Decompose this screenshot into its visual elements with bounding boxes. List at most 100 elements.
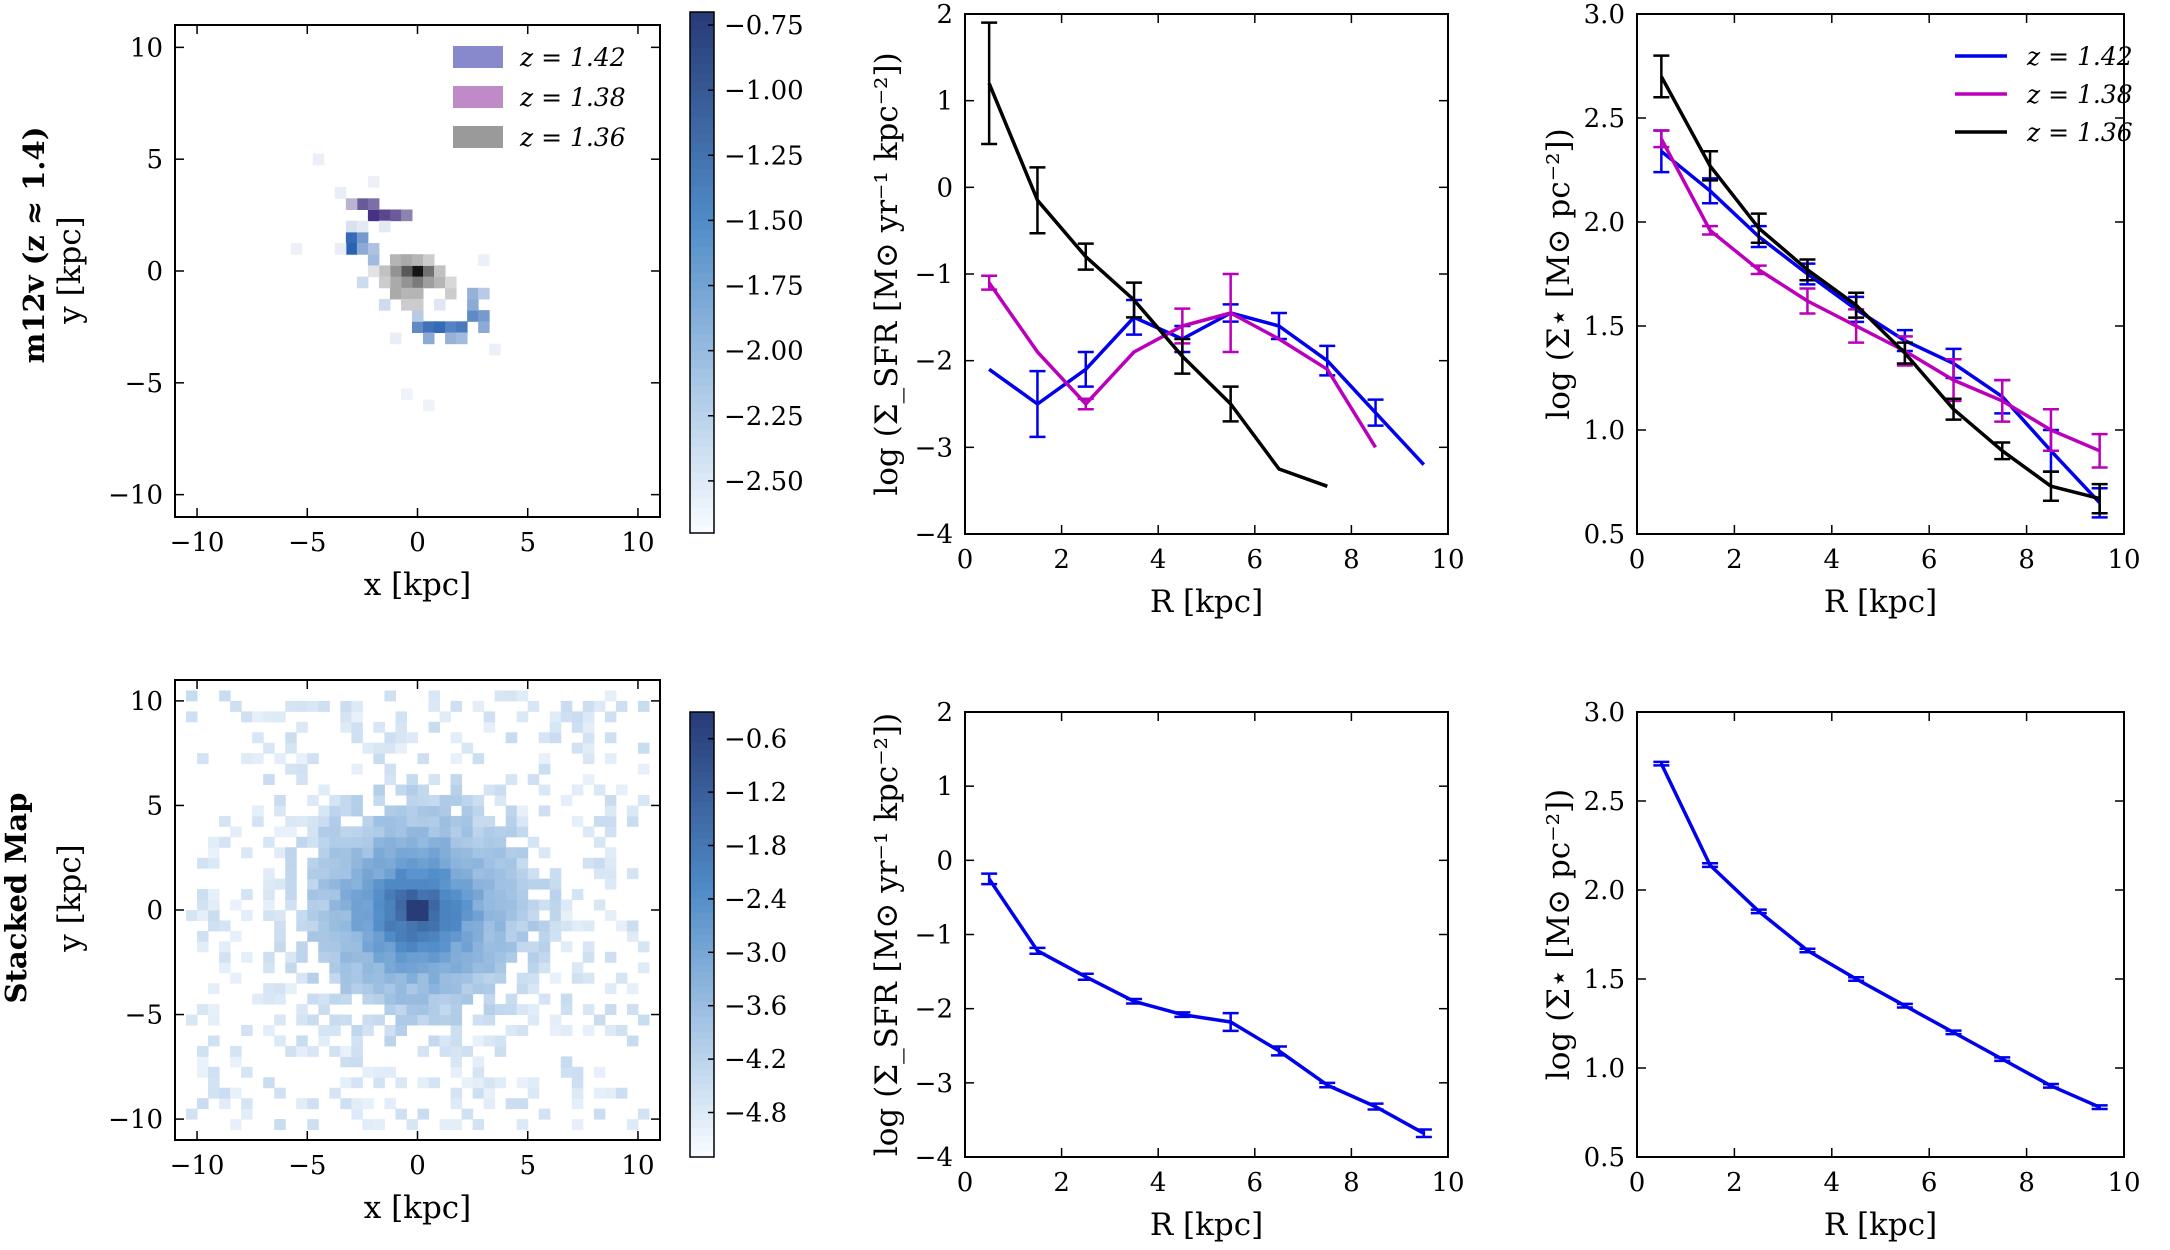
bottom-map-cell — [604, 951, 617, 963]
bottom-map-cell — [395, 889, 407, 901]
bottom-map-cell — [197, 930, 209, 942]
bottom-map-cell — [362, 962, 374, 974]
bottom-map-cell — [637, 700, 650, 712]
top-map-colorbar-step — [690, 472, 714, 482]
bottom-map-cell — [318, 1025, 330, 1036]
bottom-map-cell — [417, 899, 430, 911]
bottom-map-colorbar-step — [690, 756, 714, 765]
top-map-colorbar-step — [690, 394, 714, 404]
top-map-colorbar-tick-label: −2.25 — [724, 402, 804, 432]
bottom-map-cell — [538, 847, 551, 859]
bottom-map-cell — [230, 826, 242, 838]
bottom-map-cell — [571, 815, 584, 827]
top-map-cell — [411, 287, 424, 300]
bottom-sfr-ytick-label: 1 — [936, 772, 953, 802]
bottom-map-cell — [439, 878, 452, 890]
bottom-map-cell — [186, 711, 198, 723]
bottom-map-cell — [428, 878, 441, 890]
bottom-map-cell — [307, 878, 319, 890]
bottom-map-cell — [362, 993, 374, 1005]
bottom-map-cell — [351, 972, 363, 984]
bottom-map-cell — [516, 920, 529, 932]
top-map-colorbar-tick-label: −1.00 — [724, 76, 804, 106]
bottom-map-cell — [428, 962, 441, 974]
bottom-map-cell — [406, 795, 418, 806]
bottom-map-cell — [560, 941, 573, 953]
top-map-cell — [400, 209, 413, 222]
bottom-map-cell — [494, 1045, 507, 1057]
top-sfr-xtick-label: 4 — [1150, 545, 1167, 575]
top-map-cell — [423, 332, 435, 345]
top-map-cell — [378, 209, 391, 222]
bottom-map-cell — [373, 742, 385, 754]
bottom-map-cell — [197, 1004, 209, 1016]
top-sfr-series-line-0 — [988, 311, 1426, 466]
bottom-map-cell — [285, 889, 297, 901]
top-map-ytick-label: −10 — [108, 481, 163, 511]
bottom-map-colorbar-step — [690, 845, 714, 854]
bottom-map-cell — [340, 878, 352, 890]
bottom-map-cell — [208, 847, 220, 859]
top-sfr-xtick-label: 10 — [1431, 545, 1464, 575]
bottom-map-cell — [186, 1108, 198, 1120]
top-sfr-xtick-label: 8 — [1343, 545, 1360, 575]
top-map-legend-swatch — [453, 86, 503, 108]
bottom-map-cell — [538, 899, 551, 911]
bottom-map-colorbar-tick-label: −4.8 — [724, 1099, 787, 1129]
bottom-map-cell — [516, 857, 529, 869]
bottom-map-cell — [274, 910, 286, 921]
bottom-map-cell — [516, 1119, 529, 1131]
bottom-sfr-xtick-label: 4 — [1150, 1168, 1167, 1198]
bottom-map-cell — [373, 847, 385, 859]
bottom-map-cell — [439, 711, 452, 723]
bottom-map-cell — [494, 795, 507, 806]
bottom-map-colorbar-step — [690, 971, 714, 980]
bottom-map-cell — [417, 1108, 430, 1120]
top-stellar-xtick-label: 2 — [1726, 545, 1743, 575]
bottom-map-cell — [604, 690, 617, 702]
bottom-map-cell — [549, 930, 562, 942]
bottom-map-cell — [417, 805, 430, 817]
bottom-map-cell — [252, 805, 264, 817]
bottom-stellar-xtick-label: 2 — [1726, 1168, 1743, 1198]
top-map-colorbar-step — [690, 246, 714, 256]
bottom-map-cell — [439, 1014, 452, 1026]
bottom-map-cell — [450, 795, 463, 806]
top-map-cell — [400, 254, 413, 266]
bottom-map-cell — [241, 1108, 253, 1120]
bottom-map-cell — [285, 763, 297, 775]
bottom-map-cell — [494, 972, 507, 984]
bottom-map-ytick-label: −10 — [108, 1105, 163, 1135]
bottom-map-cell — [505, 857, 518, 869]
bottom-map-cell — [417, 857, 430, 869]
bottom-map-cell — [362, 815, 374, 827]
bottom-map-cell — [318, 910, 330, 921]
bottom-map-cell — [307, 1119, 319, 1131]
bottom-map-cell — [263, 962, 275, 974]
top-map-cell — [389, 209, 402, 222]
bottom-map-cell — [450, 983, 463, 995]
bottom-map-colorbar-step — [690, 1075, 714, 1084]
bottom-map-cell — [351, 1077, 363, 1089]
bottom-map-cell — [186, 1014, 198, 1026]
top-map-xtick-label: −5 — [288, 528, 326, 558]
bottom-map-cell — [428, 721, 441, 733]
bottom-map-cell — [604, 826, 617, 838]
bottom-map-cell — [274, 1035, 286, 1047]
bottom-map-cell — [637, 763, 650, 775]
bottom-map-cell — [483, 1087, 496, 1099]
bottom-map-cell — [406, 962, 418, 974]
bottom-map-cell — [340, 951, 352, 963]
bottom-map-cell — [439, 962, 452, 974]
bottom-map-cell — [505, 889, 518, 901]
bottom-map-cell — [351, 962, 363, 974]
bottom-map-cell — [472, 910, 485, 921]
bottom-sfr-xtick-label: 0 — [957, 1168, 974, 1198]
bottom-map-cell — [417, 951, 430, 963]
bottom-map-cell — [329, 826, 341, 838]
bottom-map-cell — [417, 826, 430, 838]
bottom-map-cell — [505, 805, 518, 817]
bottom-map-cell — [439, 983, 452, 995]
top-map-colorbar-step — [690, 142, 714, 152]
